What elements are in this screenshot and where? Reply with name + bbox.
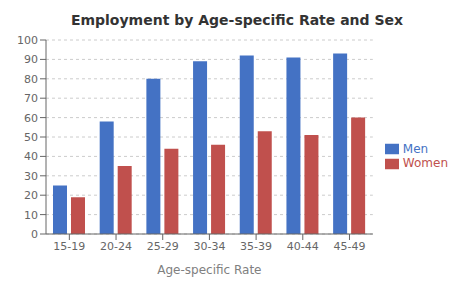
svg-text:10: 10	[24, 209, 38, 222]
svg-text:50: 50	[24, 131, 38, 144]
svg-text:40-44: 40-44	[287, 240, 319, 253]
svg-text:25-29: 25-29	[147, 240, 179, 253]
svg-text:0: 0	[31, 228, 38, 241]
svg-text:20-24: 20-24	[100, 240, 132, 253]
svg-text:45-49: 45-49	[333, 240, 365, 253]
svg-text:100: 100	[17, 34, 38, 47]
html-text:Men: Men	[402, 141, 429, 156]
html-text:Employment by Age-specific Rat: Employment by Age-specific Rate and Sex	[70, 12, 404, 28]
svg-text:70: 70	[24, 92, 38, 105]
svg-text:30-34: 30-34	[193, 240, 225, 253]
svg-text:Age-specific Rate: Age-specific Rate	[157, 263, 261, 277]
svg-text:15-19: 15-19	[53, 240, 85, 253]
svg-text:40: 40	[24, 150, 38, 163]
svg-text:35-39: 35-39	[240, 240, 272, 253]
svg-text:30: 30	[24, 170, 38, 183]
svg-text:20: 20	[24, 189, 38, 202]
svg-text:60: 60	[24, 112, 38, 125]
html-text:Women: Women	[402, 156, 448, 170]
svg-text:80: 80	[24, 73, 38, 86]
svg-text:90: 90	[24, 53, 38, 66]
